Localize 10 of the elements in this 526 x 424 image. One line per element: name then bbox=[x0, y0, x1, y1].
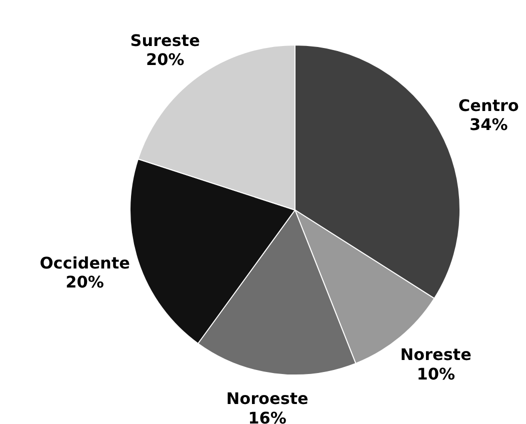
data-label: 16% bbox=[248, 408, 286, 424]
data-label: 20% bbox=[146, 50, 184, 70]
slice-label: Centro bbox=[458, 96, 519, 115]
slice-label: Sureste bbox=[130, 30, 200, 50]
data-label: 20% bbox=[66, 272, 104, 292]
data-label: 34% bbox=[470, 115, 508, 134]
slice-label: Occidente bbox=[40, 253, 130, 272]
slice-label: Noreste bbox=[400, 345, 472, 364]
slice-label: Noroeste bbox=[226, 389, 309, 408]
data-label: 10% bbox=[416, 364, 456, 384]
